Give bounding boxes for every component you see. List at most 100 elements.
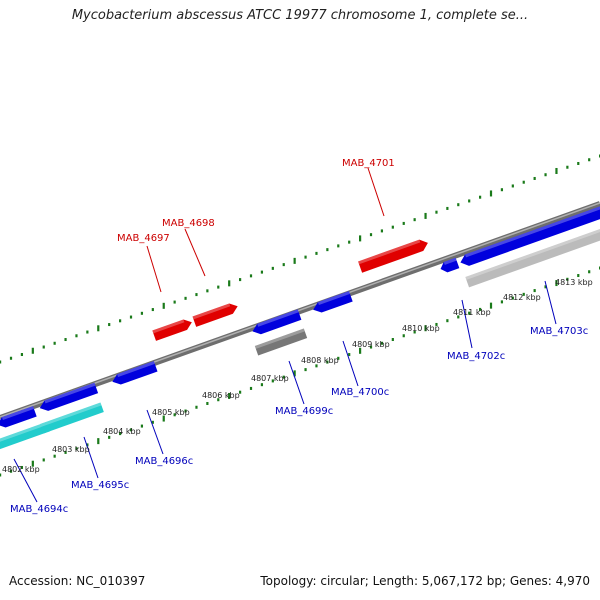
mab-4700c-label[interactable]: MAB_4700c bbox=[331, 387, 389, 398]
other-gene[interactable] bbox=[465, 228, 600, 288]
outer-tick-mark bbox=[162, 302, 165, 309]
outer-tick-mark bbox=[566, 165, 569, 169]
mab-4698-leader bbox=[184, 228, 206, 277]
inner-tick-mark bbox=[64, 450, 67, 454]
inner-tick-mark bbox=[260, 383, 264, 387]
forward-gene-mab-4697[interactable] bbox=[152, 317, 193, 341]
rna-gene-right[interactable] bbox=[40, 402, 104, 434]
rna-gene-left[interactable] bbox=[0, 421, 51, 451]
genome-summary-text: Topology: circular; Length: 5,067,172 bp… bbox=[260, 574, 590, 588]
inner-tick-mark bbox=[337, 356, 340, 360]
reverse-gene-mab-4695c[interactable] bbox=[38, 382, 99, 414]
inner-tick-mark bbox=[271, 379, 274, 383]
chromosome-backbone bbox=[0, 201, 600, 421]
outer-tick-mark bbox=[282, 263, 285, 267]
outer-tick-mark bbox=[239, 278, 242, 282]
inner-tick-mark bbox=[239, 390, 242, 394]
mab-4697-label[interactable]: MAB_4697 bbox=[117, 233, 170, 244]
pseudo-gene[interactable] bbox=[254, 328, 308, 356]
reverse-gene-mab-4702c[interactable] bbox=[439, 257, 460, 274]
inner-tick-mark bbox=[348, 353, 351, 357]
outer-tick-mark bbox=[0, 360, 2, 364]
outer-tick-mark bbox=[391, 225, 394, 229]
outer-tick-mark bbox=[206, 289, 209, 293]
outer-tick-mark bbox=[260, 270, 264, 274]
inner-tick-mark bbox=[9, 469, 13, 473]
outer-tick-mark bbox=[184, 296, 187, 300]
inner-tick-mark bbox=[304, 368, 307, 372]
position-labels: 4802 kbp 4803 kbp 4804 kbp 4805 kbp 4806 kbp… bbox=[2, 278, 593, 474]
outer-tick-mark bbox=[119, 319, 122, 323]
reverse-gene-mab-4696c[interactable] bbox=[110, 361, 158, 387]
outer-tick-mark bbox=[413, 218, 416, 222]
mab-4696c-label[interactable]: MAB_4696c bbox=[135, 456, 193, 467]
outer-tick-mark bbox=[228, 280, 231, 287]
position-label: 4810 kbp bbox=[402, 324, 440, 333]
position-label: 4813 kbp bbox=[555, 278, 593, 287]
mab-4702c-label[interactable]: MAB_4702c bbox=[447, 351, 505, 362]
mab-4694c-label[interactable]: MAB_4694c bbox=[10, 504, 68, 515]
inner-tick-mark bbox=[424, 325, 427, 332]
inner-tick-mark bbox=[140, 424, 144, 428]
mab-4694c-leader bbox=[13, 458, 38, 503]
inner-tick-mark bbox=[435, 322, 438, 326]
outer-tick-mark bbox=[555, 167, 558, 174]
outer-tick-mark bbox=[173, 300, 176, 304]
outer-tick-mark bbox=[217, 285, 220, 289]
inner-tick-mark bbox=[0, 473, 2, 477]
inner-tick-mark bbox=[479, 307, 482, 311]
inner-tick-mark bbox=[195, 405, 198, 409]
mab-4695c-label[interactable]: MAB_4695c bbox=[71, 480, 129, 491]
position-label: 4806 kbp bbox=[202, 391, 240, 400]
gene-features bbox=[0, 205, 600, 451]
inner-tick-mark bbox=[577, 274, 580, 278]
inner-tick-mark bbox=[489, 302, 493, 309]
outer-tick-mark bbox=[380, 229, 384, 233]
forward-gene-mab-4698[interactable] bbox=[192, 301, 239, 327]
inner-tick-mark bbox=[31, 460, 34, 467]
inner-tick-mark bbox=[129, 428, 133, 432]
reverse-gene-mab-4700c[interactable] bbox=[311, 291, 353, 315]
outer-tick-mark bbox=[577, 161, 580, 165]
outer-tick-mark bbox=[195, 293, 198, 297]
inner-tick-mark bbox=[282, 375, 285, 379]
mab-4701-label[interactable]: MAB_4701 bbox=[342, 158, 395, 169]
outer-tick-mark bbox=[468, 199, 471, 203]
outer-tick-mark bbox=[86, 330, 89, 334]
outer-tick-mark bbox=[533, 176, 536, 180]
position-label: 4808 kbp bbox=[301, 356, 339, 365]
inner-tick-mark bbox=[249, 386, 253, 390]
reverse-gene-mab-4699c[interactable] bbox=[251, 309, 302, 336]
inner-tick-mark bbox=[402, 334, 405, 338]
outer-tick-mark bbox=[402, 221, 405, 225]
inner-tick-mark bbox=[413, 330, 416, 334]
inner-tick-mark bbox=[108, 435, 111, 439]
gene-callouts: MAB_4697 MAB_4698 MAB_4701 MAB_4694c MAB_469… bbox=[10, 158, 588, 515]
reverse-gene-mab-4694c[interactable] bbox=[0, 406, 37, 430]
position-label: 4809 kbp bbox=[352, 340, 390, 349]
inner-tick-mark bbox=[468, 311, 471, 315]
inner-tick-mark bbox=[380, 341, 384, 345]
inner-tick-mark bbox=[566, 277, 569, 281]
outer-tick-mark bbox=[64, 338, 67, 342]
inner-tick-mark bbox=[20, 465, 24, 469]
inner-tick-mark bbox=[555, 280, 558, 287]
forward-gene-mab-4701[interactable] bbox=[358, 237, 430, 273]
map-title: Mycobacterium abscessus ATCC 19977 chrom… bbox=[71, 8, 529, 23]
outer-tick-mark bbox=[129, 315, 133, 319]
mab-4699c-label[interactable]: MAB_4699c bbox=[275, 406, 333, 417]
position-label: 4812 kbp bbox=[503, 293, 541, 302]
mab-4702c-leader bbox=[461, 299, 473, 349]
outer-tick-mark bbox=[359, 235, 362, 242]
outer-tick-mark bbox=[348, 240, 351, 244]
reverse-gene-mab-4703c[interactable] bbox=[458, 205, 600, 268]
outer-tick-mark bbox=[479, 195, 482, 199]
inner-tick-mark bbox=[97, 438, 100, 445]
inner-tick-mark bbox=[184, 409, 187, 413]
position-label: 4804 kbp bbox=[103, 427, 141, 436]
inner-tick-mark bbox=[588, 270, 591, 274]
outer-tick-mark bbox=[108, 323, 111, 327]
mab-4698-label[interactable]: MAB_4698 bbox=[162, 218, 215, 229]
mab-4703c-label[interactable]: MAB_4703c bbox=[530, 326, 588, 337]
